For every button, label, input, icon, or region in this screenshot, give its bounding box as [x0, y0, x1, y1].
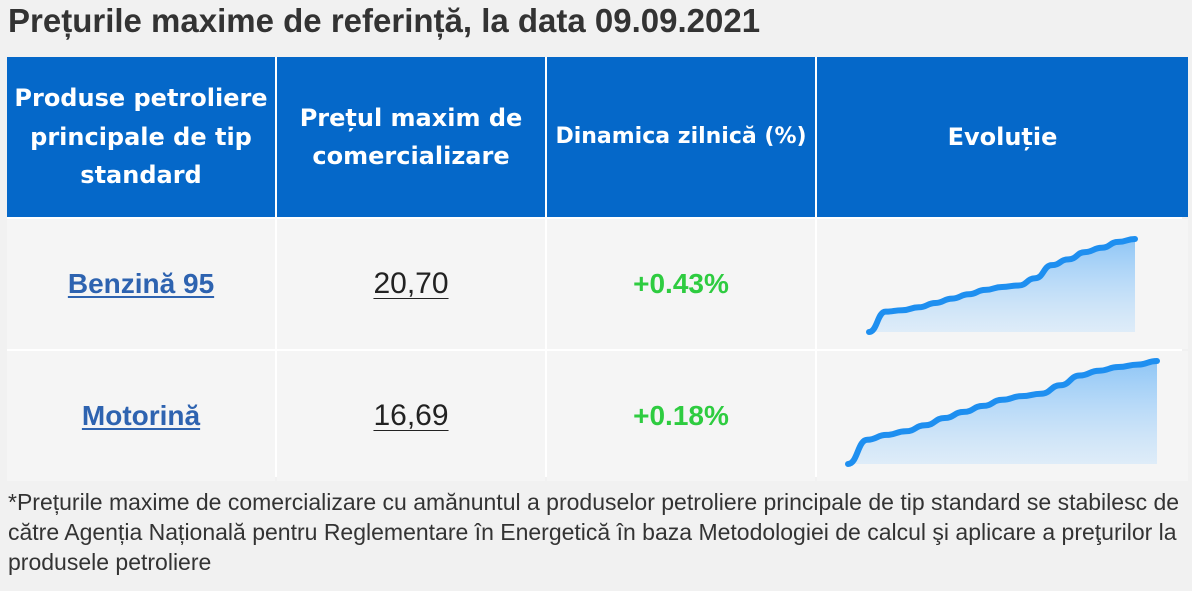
footnote: *Prețurile maxime de comercializare cu a…: [8, 489, 1180, 575]
product-link-motorina[interactable]: Motorină: [81, 400, 201, 431]
product-link-benzina-95[interactable]: Benzină 95: [67, 268, 215, 299]
row-benzina-product-cell: Benzină 95: [7, 219, 275, 349]
sparkline-benzina-95: [866, 236, 1138, 335]
price-motorina: 16,69: [373, 399, 449, 432]
row-motorina-price-cell: 16,69: [277, 351, 545, 481]
row-benzina-price-cell: 20,70: [277, 219, 545, 349]
header-price: Prețul maxim de comercializare: [277, 57, 545, 217]
header-dynamics: Dinamica zilnică (%): [547, 57, 815, 217]
row-benzina-change-cell: +0.43%: [547, 219, 815, 349]
sparkline-line: [866, 236, 1138, 335]
row-motorina-product-cell: Motorină: [7, 351, 275, 481]
sparkline-line: [845, 358, 1160, 467]
row-motorina-evolution-cell: [817, 351, 1188, 481]
sparkline-motorina: [845, 358, 1160, 467]
header-product: Produse petroliere principale de tip sta…: [7, 57, 275, 217]
row-motorina-change-cell: +0.18%: [547, 351, 815, 481]
header-evolution: Evoluție: [817, 57, 1188, 217]
sparkline-area: [848, 361, 1157, 464]
page-title: Prețurile maxime de referință, la data 0…: [8, 2, 761, 39]
change-benzina-95: +0.43%: [633, 268, 729, 299]
prices-table: Produse petroliere principale de tip sta…: [7, 57, 1188, 481]
change-motorina: +0.18%: [633, 400, 729, 431]
price-benzina-95: 20,70: [373, 267, 449, 300]
row-benzina-evolution-cell: [817, 219, 1188, 349]
